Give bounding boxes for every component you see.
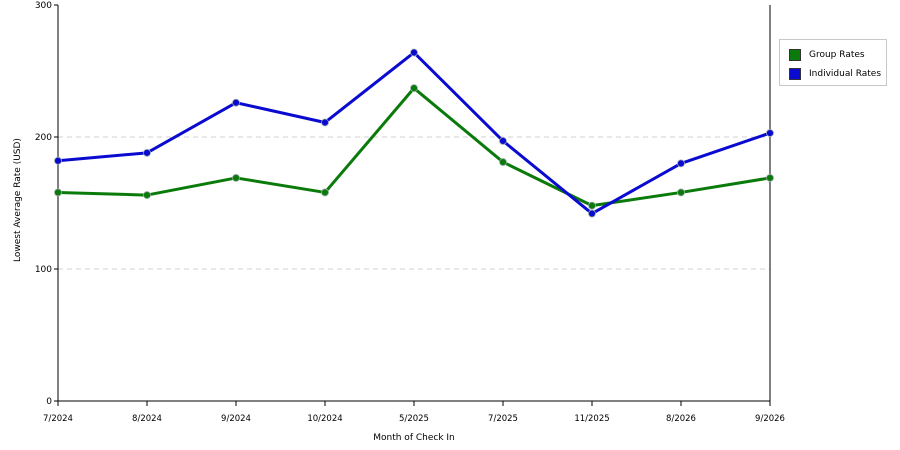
legend-item-group: Group Rates: [789, 48, 865, 62]
x-tick-label: 8/2024: [132, 414, 162, 424]
y-tick-label: 300: [35, 1, 52, 11]
data-point: [588, 201, 596, 210]
legend-label-group: Group Rates: [809, 50, 865, 60]
series-lines: [54, 48, 774, 218]
x-tick-label: 5/2025: [399, 414, 429, 424]
data-point: [499, 137, 507, 145]
data-point: [54, 188, 62, 197]
data-point: [232, 98, 240, 107]
x-tick-label: 7/2024: [43, 414, 73, 424]
data-point: [410, 84, 418, 93]
axes: [57, 5, 771, 402]
legend: Group Rates Individual Rates: [779, 39, 887, 86]
data-point: [321, 188, 329, 197]
x-axis-label: Month of Check In: [373, 433, 455, 443]
series-line: [56, 86, 772, 208]
x-tick-label: 11/2025: [574, 414, 609, 424]
series-1: [54, 48, 774, 218]
y-tick-label: 0: [46, 397, 52, 407]
x-axis-ticks: 7/2024 8/2024 9/2024 10/2024 5/2025 7/2025 11/…: [43, 401, 785, 424]
data-point: [232, 174, 240, 182]
y-tick-label: 100: [35, 265, 52, 275]
legend-item-individual: Individual Rates: [789, 67, 881, 81]
series-0: [54, 84, 774, 210]
legend-swatch-individual: [789, 68, 801, 80]
legend-swatch-group: [789, 49, 801, 61]
series-line: [56, 51, 772, 216]
data-point: [677, 159, 685, 168]
data-point: [143, 148, 151, 157]
data-point: [766, 129, 774, 137]
y-axis-label: Lowest Average Rate (USD): [13, 138, 23, 262]
data-point: [677, 188, 685, 197]
data-point: [143, 191, 151, 199]
x-tick-label: 9/2026: [755, 414, 785, 424]
y-tick-label: 200: [35, 133, 52, 143]
grid-lines: [58, 136, 770, 270]
data-point: [321, 118, 329, 127]
legend-label-individual: Individual Rates: [809, 69, 882, 79]
x-tick-label: 8/2026: [666, 414, 696, 424]
x-tick-label: 10/2024: [307, 414, 342, 424]
x-tick-label: 9/2024: [221, 414, 251, 424]
data-point: [499, 158, 507, 166]
data-point: [766, 174, 774, 182]
data-point: [54, 156, 62, 165]
data-point: [588, 209, 596, 218]
data-point: [410, 48, 418, 57]
y-axis-ticks: 0 100 200 300: [35, 1, 58, 407]
x-tick-label: 7/2025: [488, 414, 518, 424]
